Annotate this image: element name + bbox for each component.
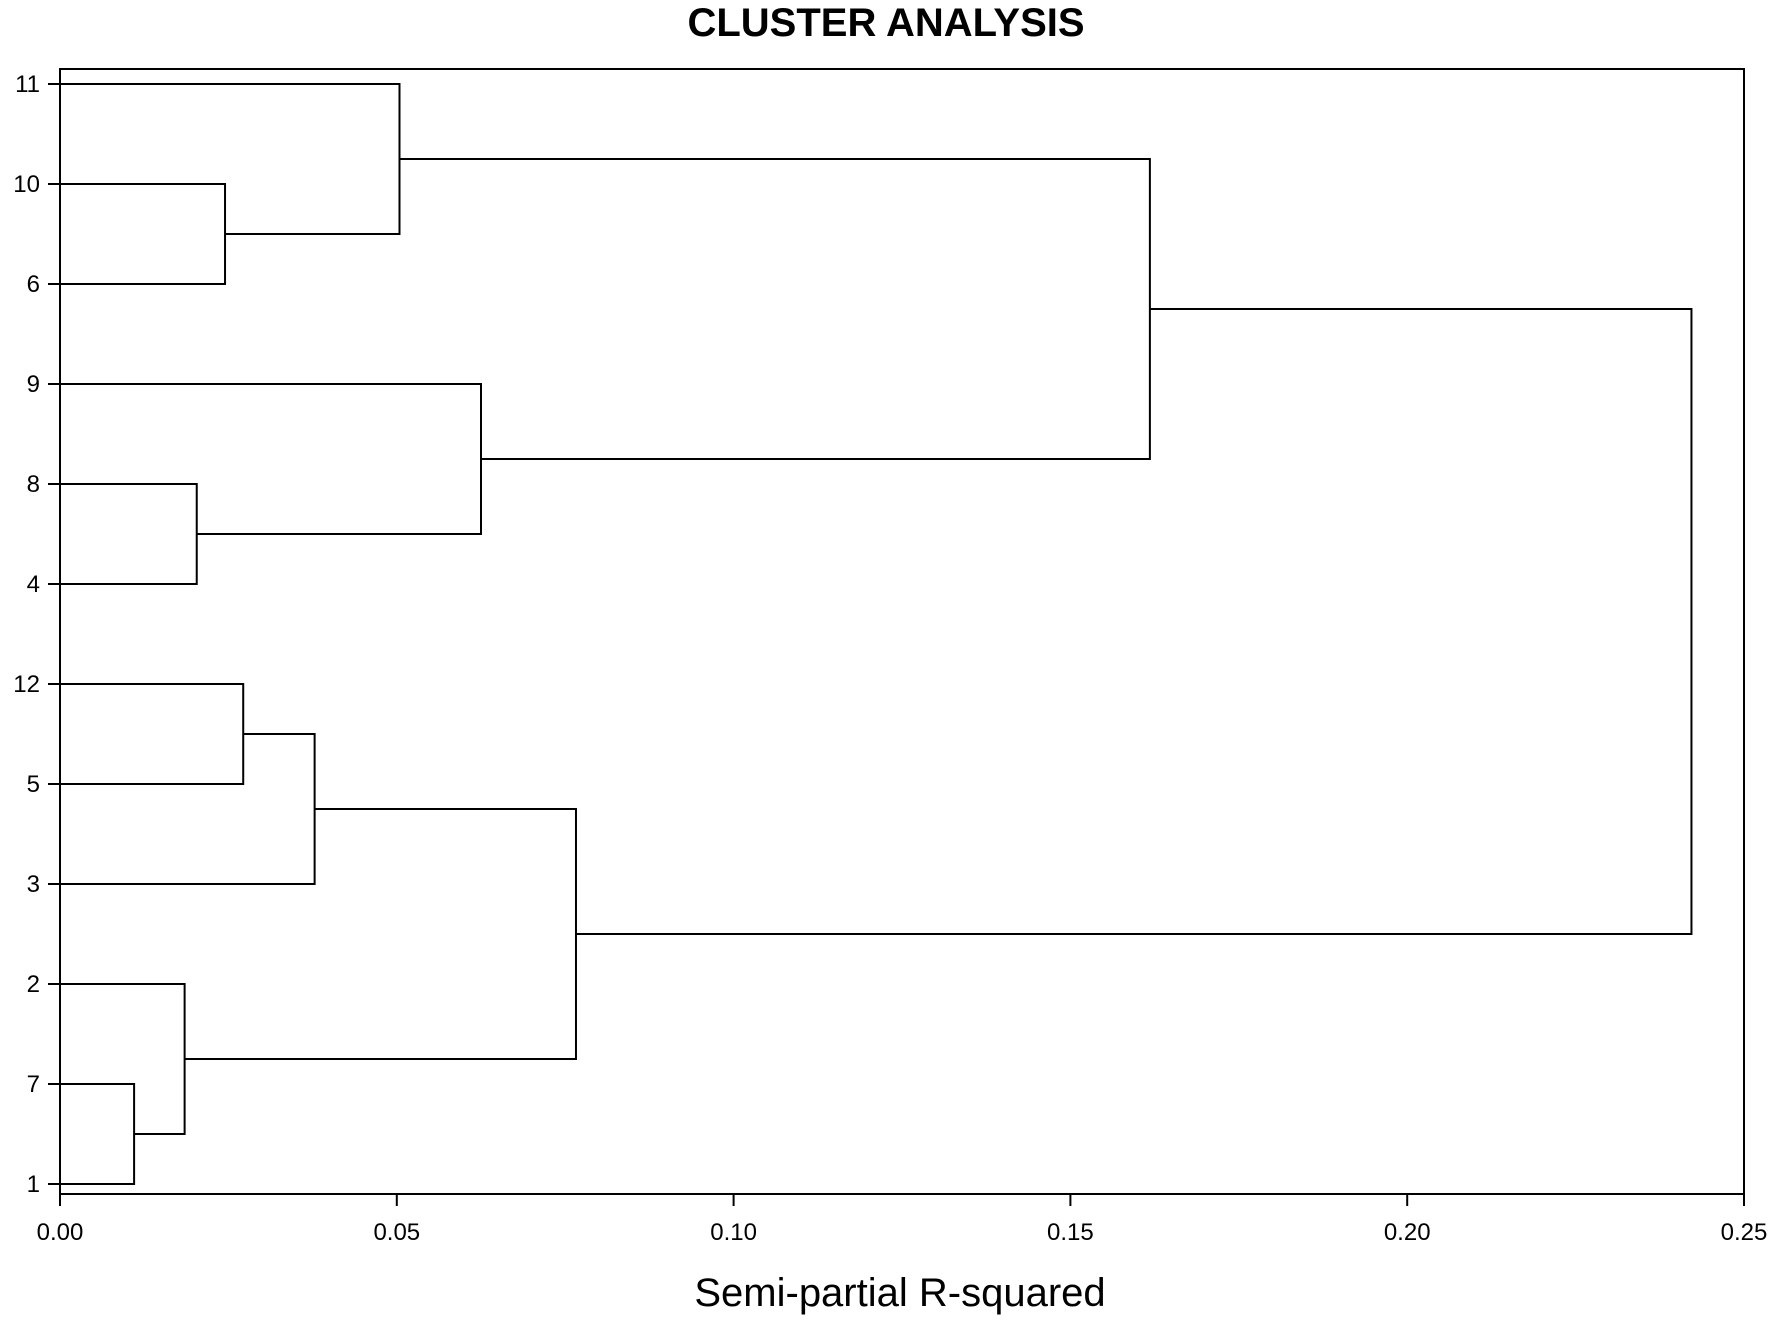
leaf-label-7: 7 <box>27 1071 40 1098</box>
merge-branch-6 <box>60 733 316 885</box>
merge-branch-7 <box>60 83 401 235</box>
leaf-label-9: 9 <box>27 371 40 398</box>
merge-branch-2 <box>60 983 186 1135</box>
x-tick-label: 0.20 <box>1384 1219 1431 1246</box>
leaf-label-10: 10 <box>13 171 40 198</box>
leaf-label-4: 4 <box>27 571 40 598</box>
x-tick-label: 0.10 <box>710 1219 757 1246</box>
leaf-label-12: 12 <box>13 671 40 698</box>
x-tick-label: 0.25 <box>1721 1219 1768 1246</box>
leaf-label-2: 2 <box>27 971 40 998</box>
leaf-label-3: 3 <box>27 871 40 898</box>
merge-branch-3 <box>60 483 198 585</box>
merge-branch-5 <box>60 683 245 785</box>
merge-branch-4 <box>60 183 227 285</box>
leaf-label-6: 6 <box>27 271 40 298</box>
x-tick-label: 0.00 <box>37 1219 84 1246</box>
x-axis-title: Semi-partial R-squared <box>694 1271 1105 1315</box>
merge-branch-10 <box>399 158 1151 460</box>
leaf-label-1: 1 <box>27 1171 40 1198</box>
merge-branch-9 <box>184 808 577 1060</box>
dendrogram-branches <box>60 83 1693 1185</box>
merge-branch-8 <box>60 383 482 535</box>
leaf-label-5: 5 <box>27 771 40 798</box>
x-axis: 0.00 0.05 0.10 0.15 0.20 0.25 <box>37 1194 1768 1246</box>
x-tick-label: 0.05 <box>373 1219 420 1246</box>
plot-frame <box>59 68 1745 1195</box>
merge-branch-1 <box>60 1083 136 1185</box>
x-tick-label: 0.15 <box>1047 1219 1094 1246</box>
y-axis-leaf-labels: 11 10 6 9 8 4 12 5 3 2 7 1 <box>13 71 60 1198</box>
leaf-label-8: 8 <box>27 471 40 498</box>
merge-branch-11 <box>575 308 1693 935</box>
leaf-label-11: 11 <box>15 71 40 98</box>
chart-title: CLUSTER ANALYSIS <box>687 1 1084 45</box>
